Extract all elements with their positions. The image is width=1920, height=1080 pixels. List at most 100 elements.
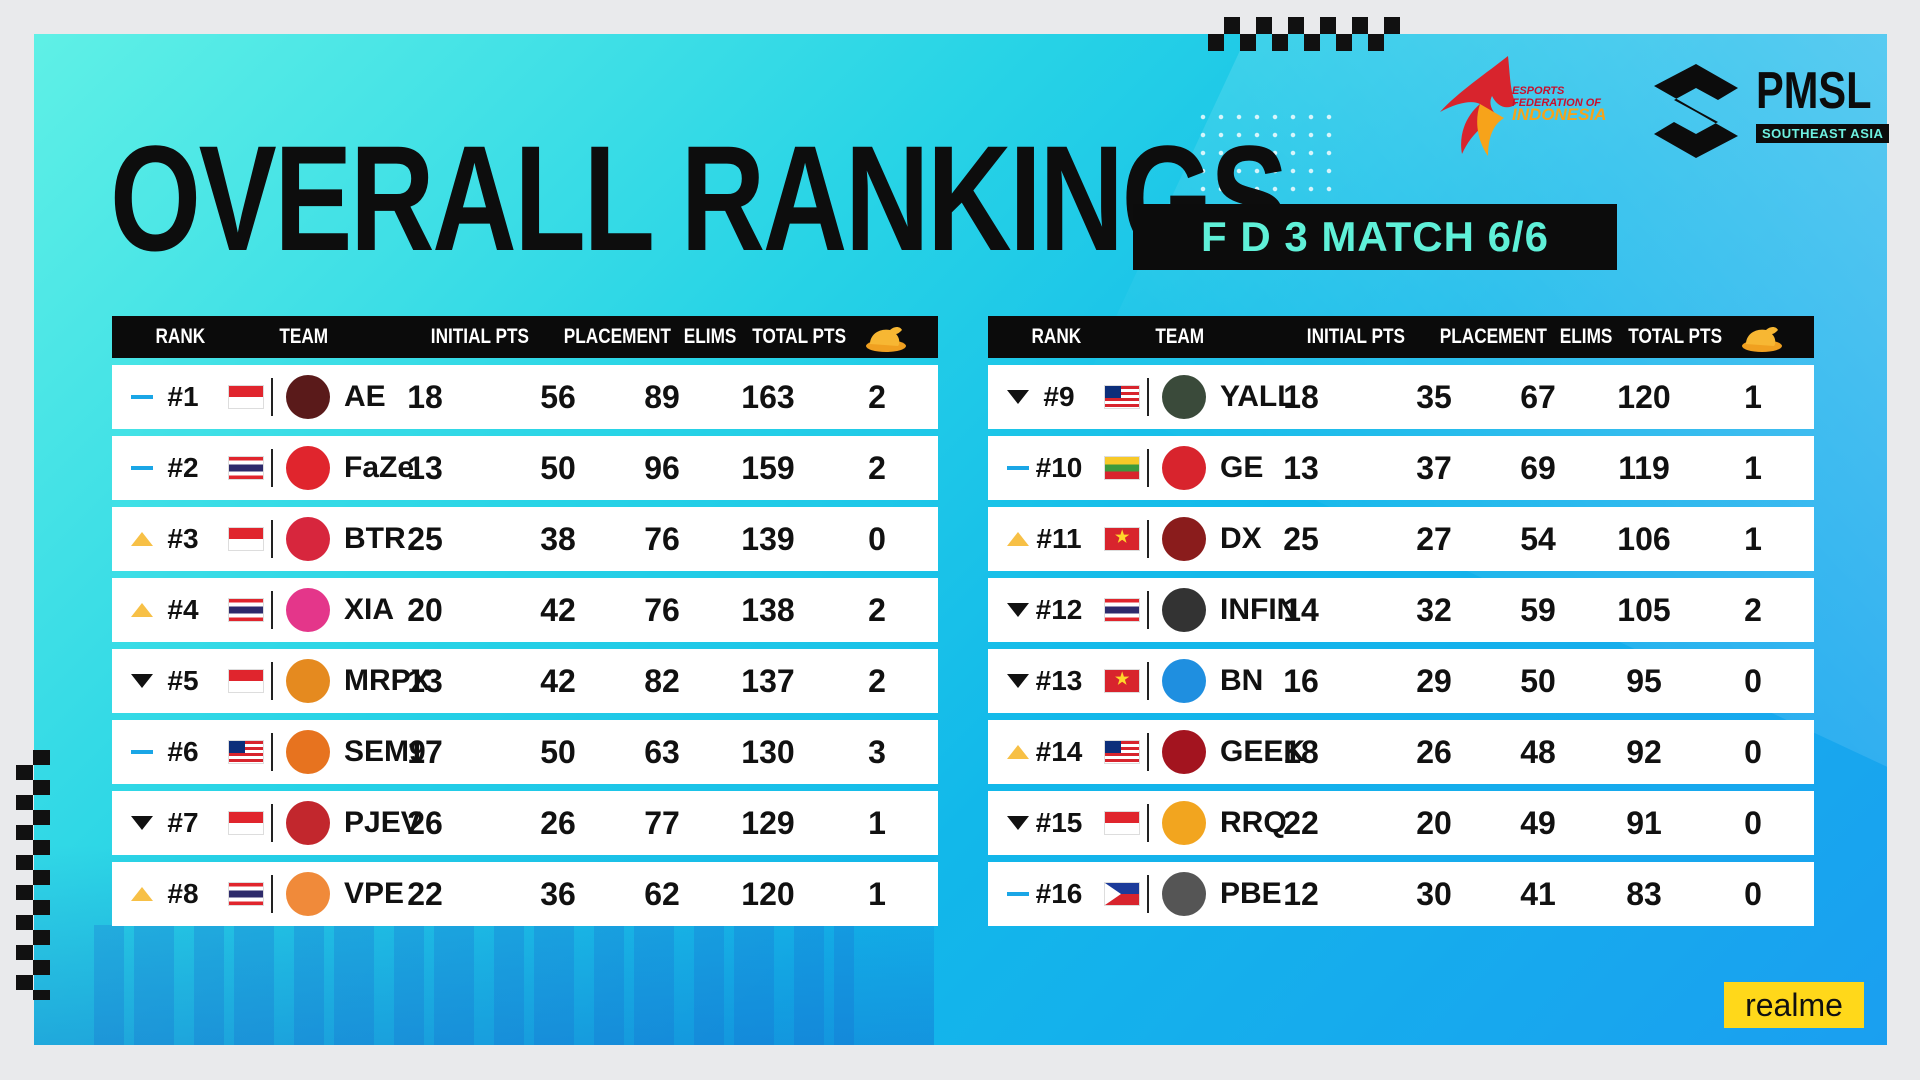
efi-line-3: INDONESIA (1512, 105, 1607, 124)
elims: 77 (644, 804, 680, 841)
initial-pts: 18 (407, 378, 443, 415)
team-name: PBE (1220, 877, 1282, 910)
trend-same-icon (1007, 466, 1029, 470)
rank-cell: #1 (167, 381, 199, 412)
team-logo-icon (1162, 801, 1206, 845)
divider (271, 791, 273, 855)
trend-indicator (122, 436, 162, 500)
total-pts: 129 (741, 804, 795, 841)
team-logo-icon (1162, 375, 1206, 419)
flag-ph-icon (1105, 883, 1139, 905)
team-logo-icon (1162, 872, 1206, 916)
chicken-icon (866, 327, 906, 352)
team-name: BTR (344, 522, 406, 555)
trend-indicator (122, 365, 162, 429)
trend-down-icon (1007, 390, 1029, 404)
flag-my-icon (1105, 386, 1139, 408)
rank-cell: #7 (167, 807, 199, 838)
table-row: #8 VPE 22 36 62 120 1 (112, 862, 938, 926)
trend-up-icon (1007, 745, 1029, 759)
divider (1147, 791, 1149, 855)
wwcd-count: 0 (1744, 662, 1762, 699)
efi-logo-text: ESPORTS FEDERATION OF INDONESIA (1512, 85, 1607, 124)
table-row: #13 BN 16 29 50 95 0 (988, 649, 1814, 713)
team-logo-icon (286, 659, 330, 703)
table-row: #1 AE 18 56 89 163 2 (112, 365, 938, 429)
initial-pts: 20 (407, 591, 443, 628)
table-row: #5 MRPX 13 42 82 137 2 (112, 649, 938, 713)
total-pts: 120 (1617, 378, 1671, 415)
team-logo (1154, 365, 1214, 429)
rank-cell: #14 (1035, 736, 1083, 767)
rank-cell: #16 (1035, 878, 1083, 909)
trend-up-icon (131, 887, 153, 901)
team-logo-icon (286, 801, 330, 845)
checker-flag-decoration-top (1208, 17, 1400, 51)
sponsor-logo: realme (1724, 982, 1864, 1028)
col-initial-pts: INITIAL PTS (1306, 325, 1406, 348)
initial-pts: 22 (1283, 804, 1319, 841)
pmsl-logo-text: PMSL (1756, 62, 1872, 120)
elims: 50 (1520, 662, 1556, 699)
rank-cell: #4 (167, 594, 199, 625)
flag-cell (227, 720, 265, 784)
flag-cell (227, 507, 265, 571)
flag-cell (227, 862, 265, 926)
rankings-table-right: RANK TEAM INITIAL PTS PLACEMENT ELIMS TO… (988, 316, 1814, 926)
initial-pts: 18 (1283, 378, 1319, 415)
initial-pts: 16 (1283, 662, 1319, 699)
flag-vn-icon (1105, 669, 1139, 692)
team-name: GE (1220, 451, 1264, 484)
table-row: #3 BTR 25 38 76 139 0 (112, 507, 938, 571)
trend-indicator (122, 862, 162, 926)
flag-my-icon (1105, 741, 1139, 763)
total-pts: 138 (741, 591, 795, 628)
initial-pts: 25 (1283, 520, 1319, 557)
team-name: MRPX (344, 664, 431, 697)
divider (1147, 436, 1149, 500)
col-team: TEAM (1155, 325, 1205, 348)
rank-cell: #6 (167, 736, 199, 767)
placement-pts: 42 (540, 662, 576, 699)
wwcd-count: 1 (1744, 520, 1762, 557)
elims: 76 (644, 520, 680, 557)
pmsl-logo-icon (1654, 64, 1738, 158)
team-name: PJEV (344, 806, 421, 839)
placement-pts: 42 (540, 591, 576, 628)
trend-up-icon (131, 532, 153, 546)
col-rank: RANK (1031, 325, 1082, 348)
trend-same-icon (1007, 892, 1029, 896)
total-pts: 91 (1626, 804, 1662, 841)
pmsl-region-label: SOUTHEAST ASIA (1756, 124, 1890, 143)
divider (1147, 578, 1149, 642)
flag-cell (227, 365, 265, 429)
total-pts: 137 (741, 662, 795, 699)
team-logo-icon (1162, 446, 1206, 490)
flag-cell (227, 578, 265, 642)
elims: 89 (644, 378, 680, 415)
initial-pts: 13 (407, 662, 443, 699)
team-logo-icon (286, 872, 330, 916)
page-title: OVERALL RANKINGS (110, 114, 1288, 282)
col-elims: ELIMS (683, 325, 737, 348)
rank-cell: #12 (1035, 594, 1083, 625)
table-row: #4 XIA 20 42 76 138 2 (112, 578, 938, 642)
team-name: SEM9 (344, 735, 426, 768)
trend-indicator (998, 649, 1038, 713)
rank-cell: #15 (1035, 807, 1083, 838)
total-pts: 105 (1617, 591, 1671, 628)
initial-pts: 13 (1283, 449, 1319, 486)
table-row: #7 PJEV 26 26 77 129 1 (112, 791, 938, 855)
rankings-table-left: RANK TEAM INITIAL PTS PLACEMENT ELIMS TO… (112, 316, 938, 926)
trend-down-icon (1007, 816, 1029, 830)
divider (1147, 365, 1149, 429)
team-logo (278, 720, 338, 784)
flag-id-icon (229, 812, 263, 834)
placement-pts: 50 (540, 449, 576, 486)
flag-cell (1103, 507, 1141, 571)
team-name: YALL (1220, 380, 1296, 413)
placement-pts: 38 (540, 520, 576, 557)
trend-indicator (998, 791, 1038, 855)
wwcd-count: 1 (1744, 378, 1762, 415)
divider (1147, 720, 1149, 784)
